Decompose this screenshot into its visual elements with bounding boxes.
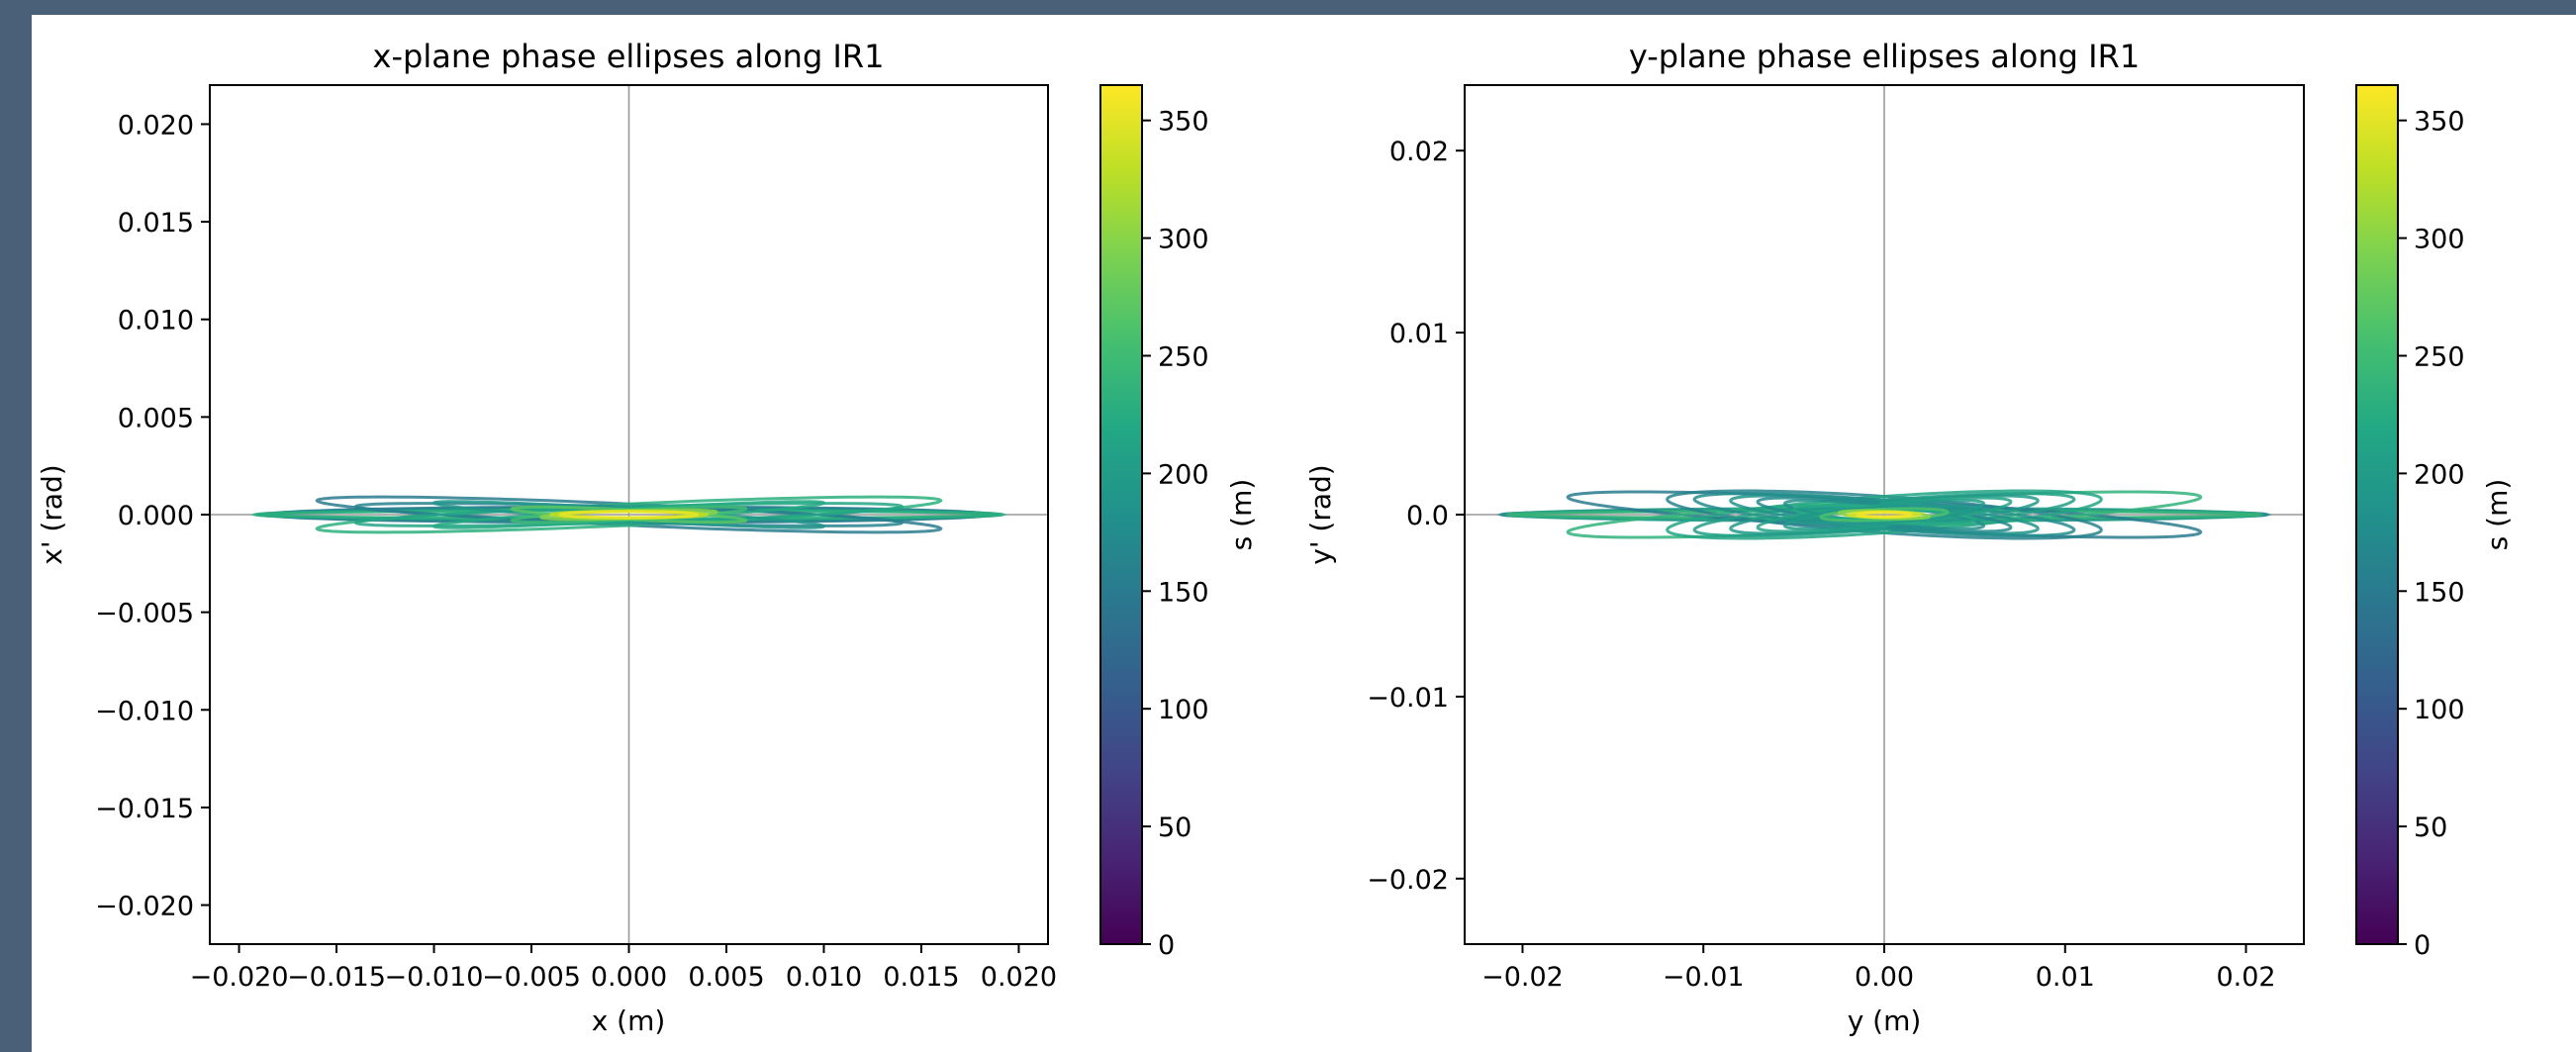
x-tick-label: −0.015: [287, 962, 386, 993]
colorbar-tick-label: 350: [2414, 107, 2465, 138]
phase-ellipse: [1666, 489, 2103, 540]
phase-ellipse: [250, 509, 1007, 521]
y-tick-label: 0.005: [118, 403, 194, 433]
y-tick-label: 0.01: [1389, 319, 1449, 349]
phase-ellipse: [1856, 511, 1913, 519]
colorbar-label: s (m): [1225, 479, 1258, 551]
colorbar-label: s (m): [2481, 479, 2514, 551]
x-tick-label: 0.01: [2036, 962, 2095, 993]
y-tick-label: 0.020: [118, 110, 194, 141]
x-tick-label: 0.010: [786, 962, 862, 993]
x-tick-label: 0.015: [883, 962, 959, 993]
colorbar-tick-label: 350: [1158, 107, 1209, 138]
x-tick-label: 0.020: [981, 962, 1057, 993]
colorbar-tick-label: 100: [2414, 695, 2465, 725]
colorbar-tick-label: 0: [2414, 930, 2431, 961]
y-tick-label: −0.01: [1367, 683, 1449, 714]
y-axis-label: y' (rad): [1304, 464, 1337, 564]
colorbar-gradient: [1099, 84, 1143, 945]
colorbar-tick-label: 0: [1158, 930, 1175, 961]
x-axis-label: y (m): [1848, 1004, 1922, 1037]
chart-x-plane: x-plane phase ellipses along IR1 −0.020−…: [36, 38, 1258, 1037]
colorbar-tick-label: 150: [1158, 577, 1209, 608]
colorbar-tick-label: 300: [2414, 225, 2465, 255]
x-axis-label: x (m): [592, 1004, 666, 1037]
x-tick-label: −0.005: [482, 962, 581, 993]
phase-ellipse: [1692, 492, 2076, 537]
y-tick-label: −0.005: [95, 599, 194, 629]
figure-svg: x-plane phase ellipses along IR1 −0.020−…: [36, 38, 2514, 1037]
colorbar-tick-label: 200: [1158, 459, 1209, 490]
y-tick-label: 0.000: [118, 501, 194, 531]
y-tick-label: 0.0: [1406, 501, 1449, 531]
y-tick-label: −0.020: [95, 892, 194, 922]
ellipse-group: [250, 495, 1007, 534]
x-tick-label: −0.01: [1663, 962, 1745, 993]
x-tick-label: 0.00: [1855, 962, 1914, 993]
y-tick-label: −0.010: [95, 696, 194, 726]
plot-area: −0.020−0.015−0.010−0.005 0.000 0.005 0.010 0…: [95, 84, 1057, 993]
x-tick-label: 0.000: [591, 962, 667, 993]
colorbar-tick-label: 150: [2414, 577, 2465, 608]
y-tick-label: 0.02: [1389, 137, 1449, 167]
phase-ellipse: [558, 510, 700, 520]
y-axis-label: x' (rad): [36, 464, 68, 564]
x-tick-label: −0.010: [385, 962, 484, 993]
phase-ellipse: [1756, 496, 2013, 533]
y-tick-label: 0.015: [118, 208, 194, 239]
colorbar-tick-label: 50: [2414, 813, 2447, 843]
plot-area: −0.02 −0.01 0.00 0.01 0.02 0.02 0.01 0.0 −0.01 −0…: [1367, 84, 2305, 993]
colorbar-tick-label: 50: [1158, 813, 1192, 843]
y-tick-label: −0.015: [95, 794, 194, 824]
colorbar: 0 50 100 150 200 250 300 350: [1099, 84, 1209, 961]
colorbar-tick-label: 100: [1158, 695, 1209, 725]
x-tick-label: −0.020: [190, 962, 289, 993]
x-tick-label: 0.005: [688, 962, 764, 993]
ellipse-group: [1496, 489, 2272, 540]
y-tick-label: 0.010: [118, 306, 194, 336]
x-tick-label: 0.02: [2216, 962, 2275, 993]
colorbar-tick-label: 250: [2414, 341, 2465, 372]
figure-panel: x-plane phase ellipses along IR1 −0.020−…: [32, 15, 2576, 1052]
colorbar-tick-label: 250: [1158, 341, 1209, 372]
y-tick-label: −0.02: [1367, 865, 1449, 896]
colorbar-gradient: [2355, 84, 2399, 945]
colorbar-tick-label: 200: [2414, 459, 2465, 490]
chart-title: y-plane phase ellipses along IR1: [1629, 38, 2140, 75]
phase-ellipse: [1792, 504, 1976, 526]
x-tick-label: −0.02: [1481, 962, 1564, 993]
colorbar-tick-label: 300: [1158, 225, 1209, 255]
phase-ellipse: [1666, 489, 2103, 540]
colorbar: 0 50 100 150 200 250 300 350: [2355, 84, 2465, 961]
phase-ellipse: [1692, 492, 2076, 537]
chart-y-plane: y-plane phase ellipses along IR1 −0.02 −0…: [1304, 38, 2514, 1037]
chart-title: x-plane phase ellipses along IR1: [373, 38, 885, 75]
